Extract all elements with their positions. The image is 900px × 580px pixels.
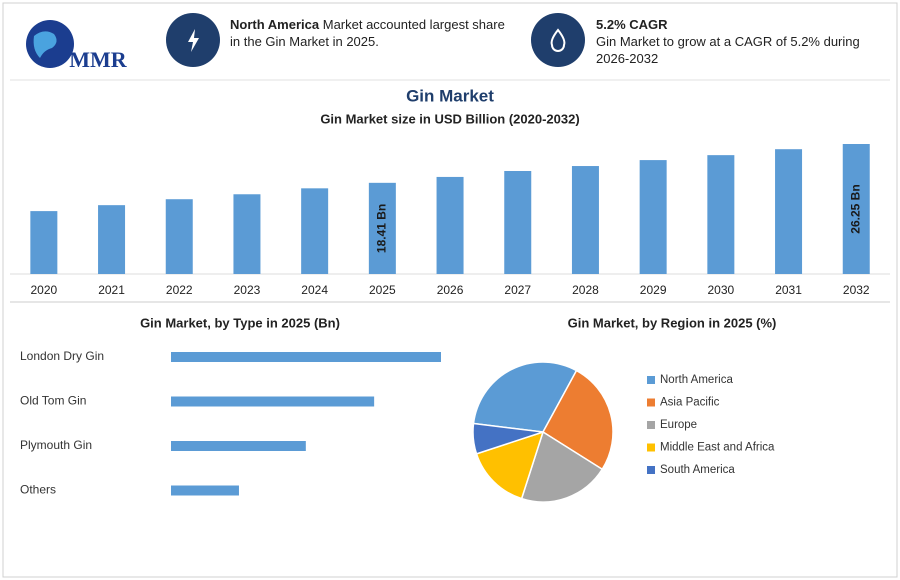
logo-land (33, 31, 57, 58)
legend-swatch (647, 466, 655, 474)
legend-label: Asia Pacific (660, 397, 720, 409)
category-label: Old Tom Gin (20, 394, 86, 408)
bar (30, 211, 58, 274)
bar (368, 182, 396, 274)
pie-slice (472, 422, 544, 455)
bar (171, 396, 375, 407)
chart-title: Gin Market (406, 86, 494, 105)
category-label: Others (20, 483, 56, 497)
highlight: North America Market accounted largest s… (230, 16, 510, 50)
x-tick-label: 2030 (707, 283, 734, 297)
highlight-title: 5.2% CAGR (596, 17, 668, 32)
legend-label: South America (660, 464, 735, 476)
bar (165, 199, 193, 274)
x-tick-label: 2025 (369, 283, 396, 297)
bar (171, 485, 239, 496)
legend-swatch (647, 421, 655, 429)
highlight: 5.2% CAGR Gin Market to grow at a CAGR of… (596, 16, 886, 67)
bar (707, 155, 735, 274)
highlight-text: Market accounted largest share in the Gi… (230, 17, 505, 49)
legend-label: Europe (660, 419, 697, 431)
value-label: 26.25 Bn (848, 184, 862, 233)
highlight-title: North America (230, 17, 320, 32)
category-label: London Dry Gin (20, 349, 104, 363)
bar (301, 188, 329, 274)
bar (233, 194, 261, 274)
x-tick-label: 2022 (166, 283, 193, 297)
bar (504, 170, 532, 274)
drop (550, 28, 566, 52)
legend-swatch (647, 398, 655, 407)
x-tick-label: 2027 (504, 283, 531, 297)
chart-title: Gin Market, by Type in 2025 (Bn) (140, 315, 340, 330)
legend-label: North America (660, 374, 733, 386)
pie-slice (542, 369, 614, 471)
x-tick-label: 2028 (572, 283, 599, 297)
logo-text: MMR (69, 47, 128, 72)
category-label: Plymouth Gin (20, 438, 92, 452)
icon-drop (531, 13, 585, 67)
x-tick-label: 2031 (775, 283, 802, 297)
x-tick-label: 2026 (437, 283, 464, 297)
x-tick-label: 2024 (301, 283, 328, 297)
x-tick-label: 2023 (234, 283, 261, 297)
x-tick-label: 2029 (640, 283, 667, 297)
bar (775, 149, 803, 274)
legend-label: Middle East and Africa (660, 442, 775, 454)
bar (436, 176, 464, 274)
chart-subtitle: Gin Market size in USD Billion (2020-203… (320, 111, 579, 126)
legend-swatch (647, 443, 655, 452)
bolt (188, 29, 199, 52)
legend-swatch (647, 376, 655, 384)
highlight-text: Gin Market to grow at a CAGR of 5.2% dur… (596, 34, 860, 66)
bar (98, 205, 126, 274)
value-label: 18.41 Bn (375, 204, 389, 253)
x-tick-label: 2020 (30, 283, 57, 297)
bar (171, 352, 441, 362)
bar (571, 166, 599, 274)
bar (171, 441, 306, 451)
bar (639, 160, 667, 274)
pie-slice (472, 361, 578, 433)
x-tick-label: 2021 (98, 283, 125, 297)
x-tick-label: 2032 (843, 283, 870, 297)
chart-title: Gin Market, by Region in 2025 (%) (568, 315, 777, 330)
pie-slice (520, 430, 604, 503)
bar (842, 144, 870, 274)
